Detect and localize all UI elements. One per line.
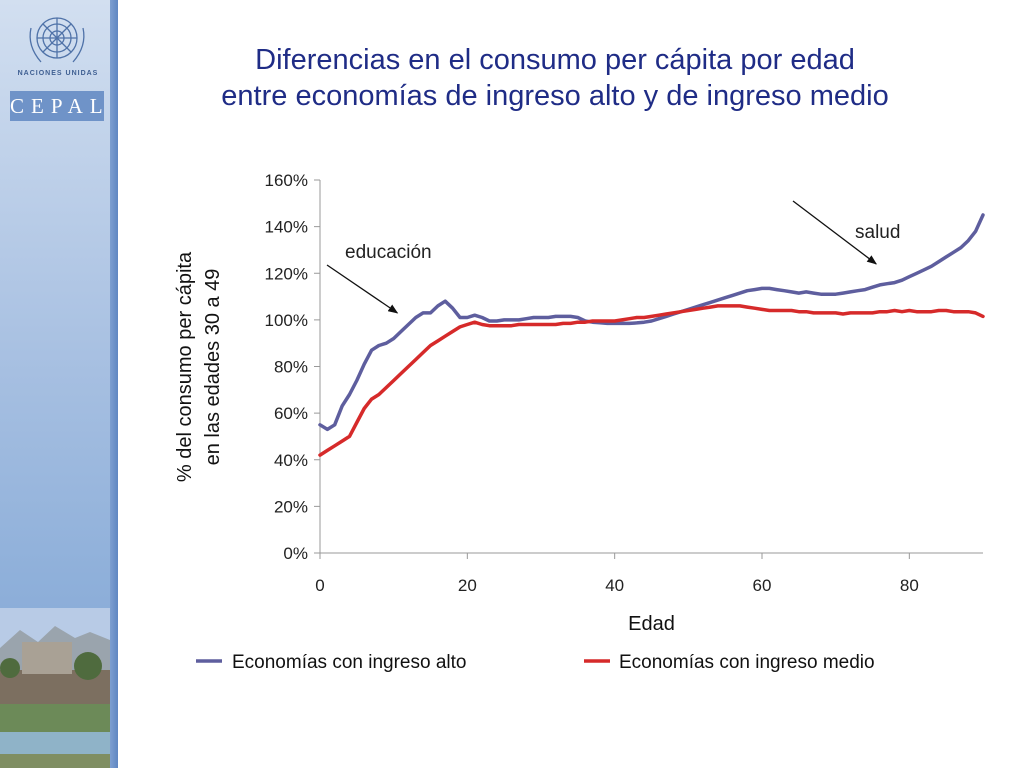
annotation-educacion: educación: [345, 242, 432, 263]
cepal-logo: CEPAL: [10, 91, 104, 121]
legend-label-0: Economías con ingreso alto: [232, 652, 466, 673]
building-photo: [0, 608, 110, 768]
y-tick-label: 100%: [265, 311, 308, 330]
annotation-salud-arrow: [792, 200, 877, 265]
legend-label-1: Economías con ingreso medio: [619, 652, 875, 673]
y-tick-label: 20%: [274, 497, 308, 516]
y-tick-label: 120%: [265, 264, 308, 283]
y-axis-title-line-1: % del consumo per cápita: [174, 251, 196, 482]
y-tick-label: 160%: [265, 171, 308, 190]
annotation-educacion-arrow: [326, 264, 399, 314]
y-tick-label: 0%: [283, 544, 308, 563]
un-emblem: [29, 17, 85, 63]
legend: Economías con ingreso alto Economías con …: [196, 652, 875, 673]
x-tick-label: 20: [458, 576, 477, 595]
series-line-0: [318, 213, 985, 432]
sidebar-decoration: NACIONES UNIDAS CEPAL: [0, 0, 118, 768]
y-axis: 0% 20% 40% 60% 80% 100% 120% 140% 160%: [265, 171, 321, 563]
y-tick-label: 60%: [274, 404, 308, 423]
series-group: [318, 213, 985, 457]
y-axis-title-line-2: en las edades 30 a 49: [202, 269, 224, 466]
x-tick-label: 0: [315, 576, 324, 595]
sidebar-edge: [110, 0, 118, 768]
x-axis: 0 20 40 60 80: [315, 552, 983, 595]
y-tick-label: 140%: [265, 218, 308, 237]
y-tick-label: 80%: [274, 358, 308, 377]
y-tick-label: 40%: [274, 451, 308, 470]
x-tick-label: 80: [900, 576, 919, 595]
un-label: NACIONES UNIDAS: [17, 70, 99, 77]
title-line-1: Diferencias en el consumo per cápita por…: [255, 44, 855, 76]
slide-title: Diferencias en el consumo per cápita por…: [140, 42, 970, 114]
annotations: educación salud: [326, 200, 900, 314]
x-tick-label: 60: [753, 576, 772, 595]
x-axis-title: Edad: [628, 613, 675, 635]
x-tick-label: 40: [605, 576, 624, 595]
title-line-2: entre economías de ingreso alto y de ing…: [221, 80, 889, 112]
annotation-salud: salud: [855, 222, 900, 243]
series-line-1: [318, 304, 985, 457]
axis-titles: Edad % del consumo per cápita en las edade…: [174, 251, 675, 635]
